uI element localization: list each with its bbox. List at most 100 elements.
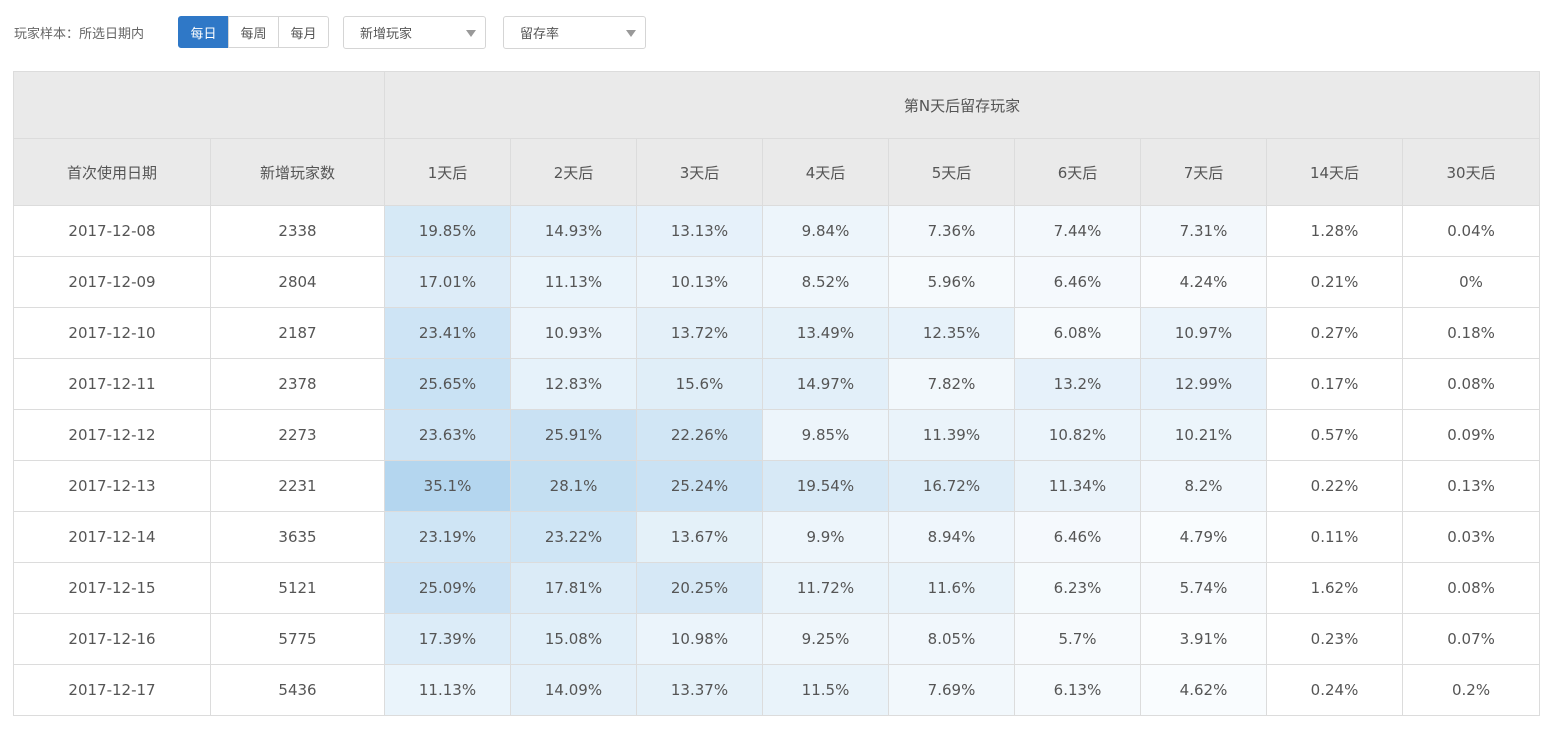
retention-cell: 13.2%: [1014, 358, 1141, 410]
new-players-cell: 2378: [210, 358, 385, 410]
retention-cell: 11.6%: [888, 562, 1015, 614]
retention-cell: 10.13%: [636, 256, 763, 308]
retention-cell: 25.65%: [384, 358, 511, 410]
retention-cell: 11.34%: [1014, 460, 1141, 512]
column-header[interactable]: 2天后: [510, 138, 637, 206]
retention-cell: 19.54%: [762, 460, 889, 512]
new-players-cell: 2273: [210, 409, 385, 461]
retention-cell: 4.79%: [1140, 511, 1267, 563]
retention-cell: 0.2%: [1401, 664, 1541, 716]
retention-cell: 5.96%: [888, 256, 1015, 308]
retention-cell: 3.91%: [1140, 613, 1267, 665]
retention-cell: 13.67%: [636, 511, 763, 563]
retention-cell: 14.97%: [762, 358, 889, 410]
date-cell: 2017-12-11: [13, 358, 211, 410]
retention-cell: 35.1%: [384, 460, 511, 512]
retention-cell: 7.44%: [1014, 205, 1141, 257]
retention-cell: 1.28%: [1266, 205, 1403, 257]
retention-cell: 25.91%: [510, 409, 637, 461]
new-players-cell: 2231: [210, 460, 385, 512]
period-monthly-button[interactable]: 每月: [278, 16, 329, 48]
retention-cell: 4.62%: [1140, 664, 1267, 716]
retention-cell: 0.57%: [1266, 409, 1403, 461]
retention-cell: 7.36%: [888, 205, 1015, 257]
retention-cell: 13.72%: [636, 307, 763, 359]
date-cell: 2017-12-09: [13, 256, 211, 308]
retention-cell: 6.46%: [1014, 256, 1141, 308]
sample-label: 玩家样本：所选日期内: [14, 27, 145, 42]
table-row: 2017-12-11 2378 25.65% 12.83% 15.6% 14.97% 7.8…: [13, 358, 1541, 410]
date-cell: 2017-12-08: [13, 205, 211, 257]
retention-cell: 8.2%: [1140, 460, 1267, 512]
retention-cell: 8.94%: [888, 511, 1015, 563]
retention-cell: 23.63%: [384, 409, 511, 461]
retention-cell: 17.39%: [384, 613, 511, 665]
header-blank-cell: [13, 71, 385, 139]
retention-cell: 13.49%: [762, 307, 889, 359]
retention-cell: 17.81%: [510, 562, 637, 614]
retention-cell: 0%: [1401, 256, 1541, 308]
table-row: 2017-12-10 2187 23.41% 10.93% 13.72% 13.49% 12…: [13, 307, 1541, 359]
period-toggle: 每日 每周 每月: [178, 16, 329, 48]
table-row: 2017-12-12 2273 23.63% 25.91% 22.26% 9.85% 11.…: [13, 409, 1541, 461]
retention-cell: 23.22%: [510, 511, 637, 563]
retention-cell: 0.21%: [1266, 256, 1403, 308]
new-players-cell: 5436: [210, 664, 385, 716]
column-header[interactable]: 14天后: [1266, 138, 1403, 206]
column-header[interactable]: 5天后: [888, 138, 1015, 206]
column-header[interactable]: 首次使用日期: [13, 138, 211, 206]
retention-cell: 11.13%: [384, 664, 511, 716]
column-header[interactable]: 3天后: [636, 138, 763, 206]
retention-cell: 11.5%: [762, 664, 889, 716]
retention-cell: 0.24%: [1266, 664, 1403, 716]
retention-cell: 15.08%: [510, 613, 637, 665]
retention-group-header: 第N天后留存玩家: [383, 71, 1541, 139]
player-type-select[interactable]: 新增玩家: [343, 16, 486, 49]
retention-cell: 7.82%: [888, 358, 1015, 410]
new-players-cell: 2338: [210, 205, 385, 257]
column-header[interactable]: 4天后: [762, 138, 889, 206]
retention-cell: 7.69%: [888, 664, 1015, 716]
retention-cell: 11.39%: [888, 409, 1015, 461]
retention-cell: 10.21%: [1140, 409, 1267, 461]
new-players-cell: 5775: [210, 613, 385, 665]
column-header[interactable]: 新增玩家数: [210, 138, 385, 206]
new-players-cell: 2187: [210, 307, 385, 359]
date-cell: 2017-12-10: [13, 307, 211, 359]
retention-cell: 0.13%: [1401, 460, 1541, 512]
column-header[interactable]: 30天后: [1401, 138, 1541, 206]
retention-cell: 12.83%: [510, 358, 637, 410]
retention-cell: 14.09%: [510, 664, 637, 716]
retention-cell: 19.85%: [384, 205, 511, 257]
date-cell: 2017-12-12: [13, 409, 211, 461]
retention-cell: 0.17%: [1266, 358, 1403, 410]
retention-cell: 10.93%: [510, 307, 637, 359]
new-players-cell: 2804: [210, 256, 385, 308]
retention-cell: 0.07%: [1401, 613, 1541, 665]
chevron-down-icon: [626, 30, 636, 37]
retention-cell: 16.72%: [888, 460, 1015, 512]
retention-cell: 10.82%: [1014, 409, 1141, 461]
retention-cell: 0.27%: [1266, 307, 1403, 359]
retention-cell: 6.46%: [1014, 511, 1141, 563]
retention-cell: 12.99%: [1140, 358, 1267, 410]
period-daily-button[interactable]: 每日: [178, 16, 229, 48]
period-weekly-button[interactable]: 每周: [228, 16, 279, 48]
retention-cell: 5.7%: [1014, 613, 1141, 665]
column-header[interactable]: 1天后: [384, 138, 511, 206]
date-cell: 2017-12-13: [13, 460, 211, 512]
retention-cell: 13.13%: [636, 205, 763, 257]
retention-cell: 6.13%: [1014, 664, 1141, 716]
retention-cell: 9.85%: [762, 409, 889, 461]
new-players-cell: 3635: [210, 511, 385, 563]
retention-cell: 6.08%: [1014, 307, 1141, 359]
column-header[interactable]: 7天后: [1140, 138, 1267, 206]
column-header[interactable]: 6天后: [1014, 138, 1141, 206]
retention-cell: 4.24%: [1140, 256, 1267, 308]
table-row: 2017-12-09 2804 17.01% 11.13% 10.13% 8.52% 5.9…: [13, 256, 1541, 308]
toolbar: 玩家样本：所选日期内 每日 每周 每月 新增玩家 留存率: [0, 0, 1557, 60]
date-cell: 2017-12-16: [13, 613, 211, 665]
metric-select[interactable]: 留存率: [503, 16, 646, 49]
retention-cell: 0.08%: [1401, 358, 1541, 410]
retention-cell: 25.24%: [636, 460, 763, 512]
